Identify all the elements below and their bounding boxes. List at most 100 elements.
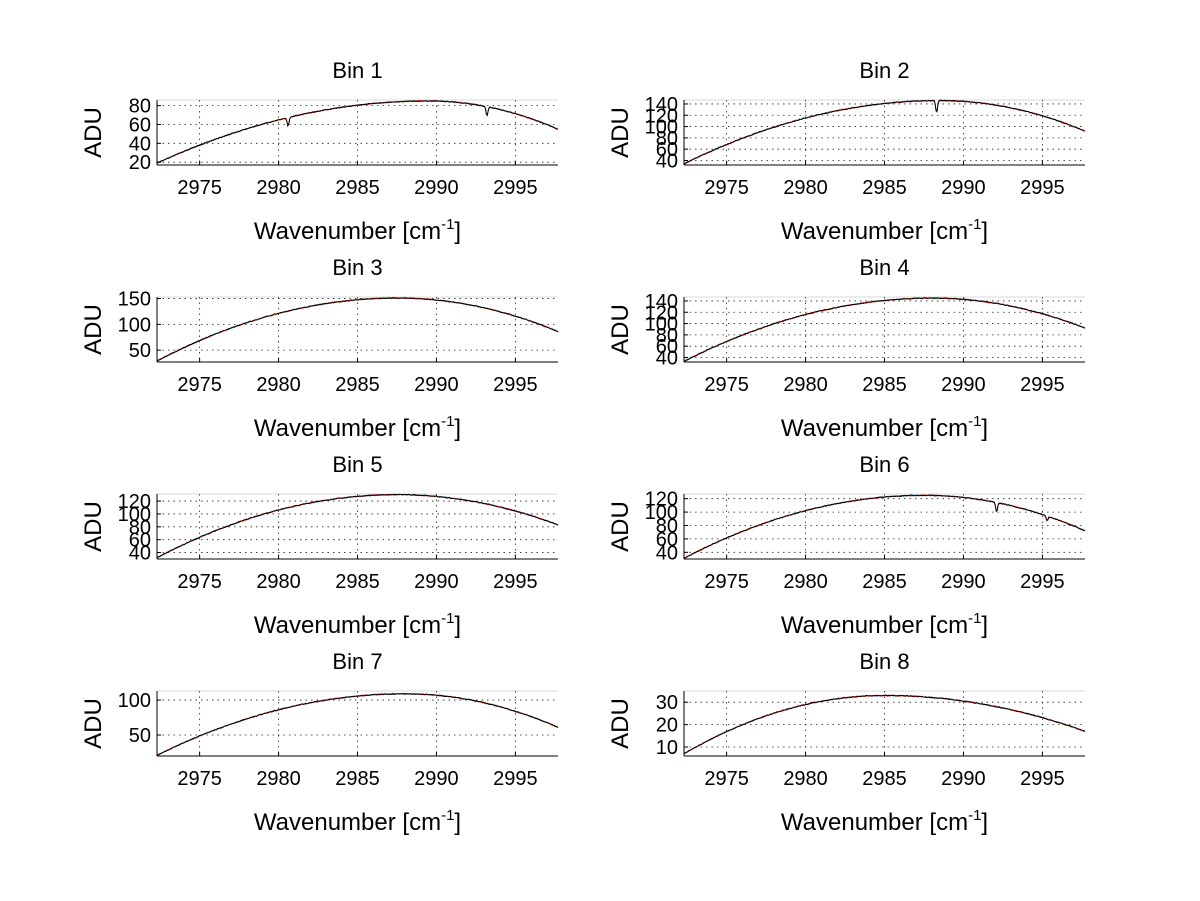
y-tick-label: 120 — [645, 489, 678, 511]
x-axis-label: Wavenumber [cm-1] — [781, 610, 988, 639]
series-line — [156, 296, 559, 362]
x-axis-label: Wavenumber [cm-1] — [254, 807, 461, 836]
series-line — [683, 297, 1086, 362]
series-line — [156, 297, 559, 362]
y-tick-label: 20 — [129, 152, 151, 174]
x-axis-label: Wavenumber [cm-1] — [781, 216, 988, 245]
x-tick-label: 2985 — [862, 177, 907, 199]
series-line — [683, 99, 1086, 165]
series-line — [683, 297, 1086, 362]
x-tick-label: 2975 — [704, 374, 749, 396]
x-tick-label: 2995 — [1020, 768, 1065, 790]
x-tick-label: 2985 — [335, 177, 380, 199]
x-tick-label: 2995 — [493, 177, 538, 199]
series-line — [156, 99, 559, 164]
subplot-title: Bin 1 — [332, 58, 382, 83]
y-tick-label: 50 — [129, 340, 151, 362]
x-tick-label: 2990 — [414, 768, 459, 790]
y-tick-label: 80 — [129, 517, 151, 539]
y-tick-label: 60 — [129, 114, 151, 136]
subplot-title: Bin 6 — [859, 452, 909, 477]
x-tick-label: 2985 — [862, 571, 907, 593]
y-tick-label: 60 — [656, 336, 678, 358]
x-axis-label: Wavenumber [cm-1] — [781, 807, 988, 836]
y-tick-label: 100 — [645, 117, 678, 139]
series-line — [683, 494, 1086, 559]
x-tick-label: 2995 — [1020, 177, 1065, 199]
y-axis-label: ADU — [80, 107, 107, 158]
y-tick-label: 120 — [645, 105, 678, 127]
x-tick-label: 2975 — [177, 177, 222, 199]
subplot-title: Bin 4 — [859, 255, 909, 280]
y-tick-label: 150 — [118, 289, 151, 311]
series-line — [156, 297, 559, 362]
series-line — [157, 100, 559, 164]
series-line — [156, 100, 559, 164]
y-tick-label: 50 — [129, 725, 151, 747]
x-tick-label: 2985 — [862, 768, 907, 790]
series-line — [683, 99, 1085, 165]
y-tick-label: 40 — [129, 543, 151, 565]
x-tick-label: 2990 — [414, 571, 459, 593]
x-tick-label: 2975 — [177, 374, 222, 396]
series-line — [683, 297, 1086, 362]
y-tick-label: 40 — [656, 150, 678, 172]
x-tick-label: 2995 — [1020, 374, 1065, 396]
subplot-title: Bin 5 — [332, 452, 382, 477]
y-tick-label: 80 — [656, 325, 678, 347]
series-line — [683, 297, 1086, 362]
series-line — [683, 99, 1086, 165]
x-tick-label: 2990 — [941, 374, 986, 396]
x-axis-label: Wavenumber [cm-1] — [781, 413, 988, 442]
x-tick-label: 2980 — [256, 374, 301, 396]
series-line — [156, 100, 559, 164]
series-line — [683, 99, 1086, 165]
series-line — [156, 692, 559, 757]
y-tick-label: 40 — [129, 133, 151, 155]
x-tick-label: 2985 — [335, 768, 380, 790]
series-line — [683, 494, 1086, 559]
x-tick-label: 2980 — [256, 571, 301, 593]
series-line — [683, 494, 1086, 559]
x-tick-label: 2995 — [493, 571, 538, 593]
y-tick-label: 120 — [118, 491, 151, 513]
y-tick-label: 60 — [656, 529, 678, 551]
y-tick-label: 20 — [656, 715, 678, 737]
x-axis-label: Wavenumber [cm-1] — [254, 216, 461, 245]
x-tick-label: 2995 — [493, 374, 538, 396]
y-tick-label: 80 — [656, 515, 678, 537]
series-line — [156, 493, 559, 559]
series-line — [156, 493, 559, 559]
y-tick-label: 100 — [645, 502, 678, 524]
y-axis-label: ADU — [80, 501, 107, 552]
y-axis-label: ADU — [80, 304, 107, 355]
series-line — [683, 494, 1086, 559]
series-line — [684, 297, 1086, 362]
subplot-title: Bin 3 — [332, 255, 382, 280]
x-tick-label: 2975 — [704, 768, 749, 790]
y-tick-label: 100 — [118, 690, 151, 712]
x-tick-label: 2975 — [177, 571, 222, 593]
x-tick-label: 2980 — [783, 177, 828, 199]
x-tick-label: 2990 — [941, 768, 986, 790]
y-tick-label: 140 — [645, 94, 678, 116]
x-tick-label: 2980 — [783, 768, 828, 790]
series-line — [683, 99, 1086, 165]
subplot-7: 2975 2980 2985 2990 2995 50 100 Bin 7 Wavenumber… — [80, 649, 559, 836]
y-tick-label: 120 — [645, 302, 678, 324]
subplot-3: 2975 2980 2985 2990 2995 50 100 150 Bin 3 Wavenum… — [80, 255, 559, 442]
x-tick-label: 2980 — [256, 177, 301, 199]
series-line — [156, 493, 559, 559]
x-tick-label: 2995 — [1020, 571, 1065, 593]
y-axis-label: ADU — [607, 107, 634, 158]
x-tick-label: 2975 — [704, 571, 749, 593]
series-line — [683, 694, 1086, 755]
series-line — [156, 493, 559, 559]
x-tick-label: 2985 — [335, 374, 380, 396]
